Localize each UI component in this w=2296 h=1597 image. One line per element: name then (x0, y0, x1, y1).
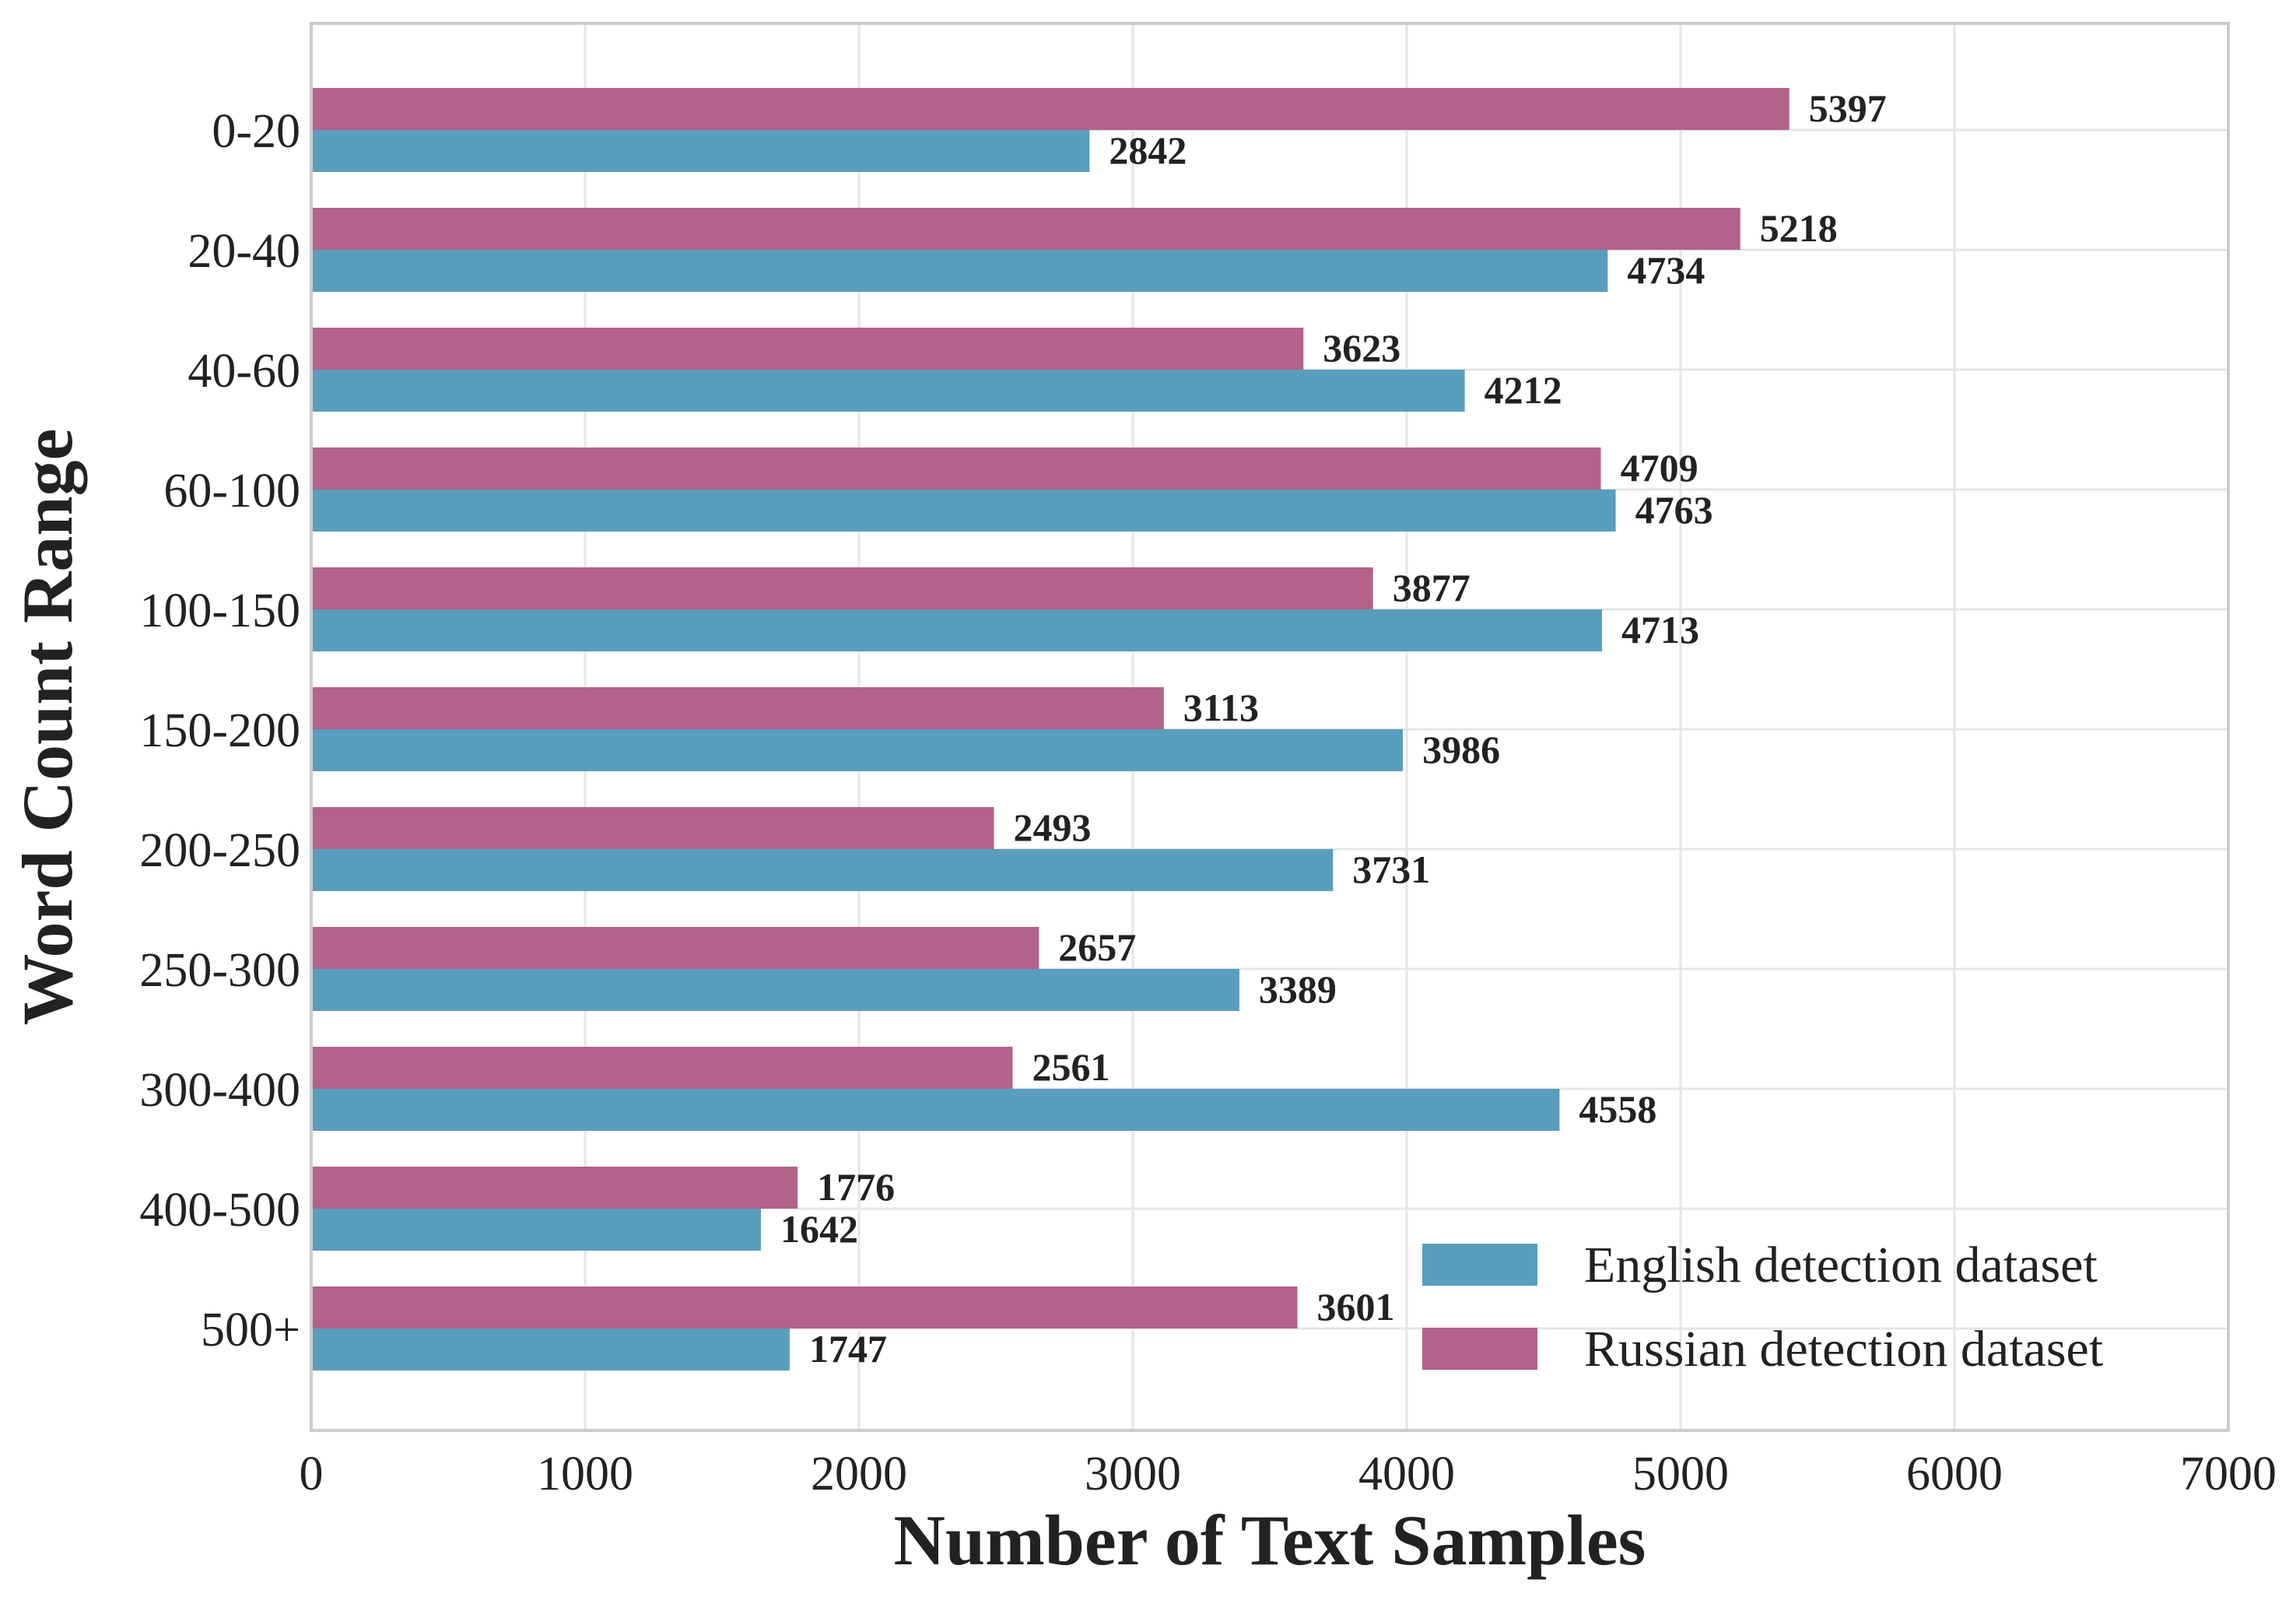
legend-swatch (1422, 1328, 1537, 1370)
x-tick-label: 5000 (1632, 1448, 1729, 1500)
legend-label: English detection dataset (1584, 1237, 2098, 1293)
bar-value-label: 3877 (1393, 566, 1470, 609)
bar-russian (311, 208, 1740, 250)
legend-swatch (1422, 1244, 1537, 1286)
y-tick-label: 60-100 (163, 465, 300, 518)
bar-value-label: 4212 (1485, 368, 1562, 412)
bar-value-label: 3623 (1323, 326, 1400, 370)
legend-label: Russian detection dataset (1584, 1321, 2103, 1378)
x-tick-label: 1000 (537, 1448, 633, 1500)
bar-value-label: 2657 (1058, 925, 1136, 969)
bar-value-label: 3731 (1352, 848, 1430, 891)
bar-value-label: 2493 (1014, 806, 1092, 849)
bar-value-label: 5218 (1760, 206, 1838, 250)
y-tick-label: 100-150 (139, 584, 300, 637)
bar-value-label: 2842 (1109, 128, 1187, 172)
bar-english (311, 1328, 790, 1371)
bar-value-label: 3601 (1317, 1285, 1395, 1328)
x-tick-label: 6000 (1906, 1448, 2003, 1500)
x-tick-label: 2000 (811, 1448, 907, 1500)
y-tick-label: 20-40 (188, 225, 300, 278)
bar-russian (311, 1047, 1013, 1089)
bar-value-label: 4763 (1635, 488, 1713, 532)
bar-english (311, 729, 1404, 771)
bar-english (311, 1209, 761, 1251)
y-tick-label: 200-250 (139, 824, 300, 877)
x-tick-label: 7000 (2180, 1448, 2277, 1500)
bar-value-label: 4558 (1579, 1087, 1656, 1131)
bar-russian (311, 1286, 1298, 1328)
bar-english (311, 969, 1239, 1011)
bar-russian (311, 448, 1601, 490)
bar-value-label: 3113 (1183, 686, 1259, 729)
y-tick-label: 400-500 (139, 1184, 300, 1237)
x-tick-label: 3000 (1085, 1448, 1181, 1500)
y-tick-label: 500+ (201, 1304, 300, 1357)
plot-frame (310, 22, 2230, 1432)
bar-english (311, 1089, 1560, 1131)
bar-russian (311, 567, 1373, 609)
bar-russian (311, 687, 1164, 729)
bar-value-label: 3986 (1422, 728, 1500, 771)
bar-russian (311, 328, 1304, 370)
bars (311, 88, 1789, 1371)
bar-english (311, 370, 1465, 412)
x-tick-label: 0 (300, 1448, 324, 1500)
y-tick-label: 0-20 (212, 105, 300, 158)
y-axis-ticks: 0-20 20-40 40-60 60-100 100-150 150-200 200-25… (139, 105, 300, 1357)
y-tick-label: 300-400 (139, 1064, 300, 1117)
bar-value-label: 1642 (780, 1207, 858, 1251)
bar-english (311, 849, 1334, 891)
bar-value-label: 4709 (1621, 446, 1698, 490)
x-axis-title: Number of Text Samples (894, 1500, 1646, 1580)
y-axis-title: Word Count Range (8, 429, 87, 1026)
bar-value-label: 5397 (1809, 86, 1887, 130)
bar-value-label: 1747 (809, 1327, 887, 1371)
bar-russian (311, 927, 1039, 969)
bar-english (311, 490, 1616, 532)
bar-value-label: 1776 (817, 1165, 895, 1209)
legend: English detection dataset Russian detecti… (1422, 1237, 2103, 1378)
bar-english (311, 130, 1090, 172)
bar-english (311, 609, 1602, 651)
y-tick-label: 40-60 (188, 345, 300, 398)
x-axis-ticks: 0 1000 2000 3000 4000 5000 6000 7000 (300, 1448, 2277, 1500)
bar-russian (311, 88, 1789, 130)
bar-value-label: 4713 (1621, 608, 1699, 651)
bar-english (311, 250, 1608, 292)
y-tick-label: 250-300 (139, 944, 300, 997)
bar-russian (311, 807, 994, 849)
y-tick-label: 150-200 (139, 704, 300, 757)
bar-value-label: 3389 (1259, 967, 1337, 1011)
bar-russian (311, 1167, 798, 1209)
bar-value-label: 2561 (1032, 1045, 1109, 1089)
x-tick-label: 4000 (1358, 1448, 1455, 1500)
bar-value-label: 4734 (1627, 248, 1705, 292)
